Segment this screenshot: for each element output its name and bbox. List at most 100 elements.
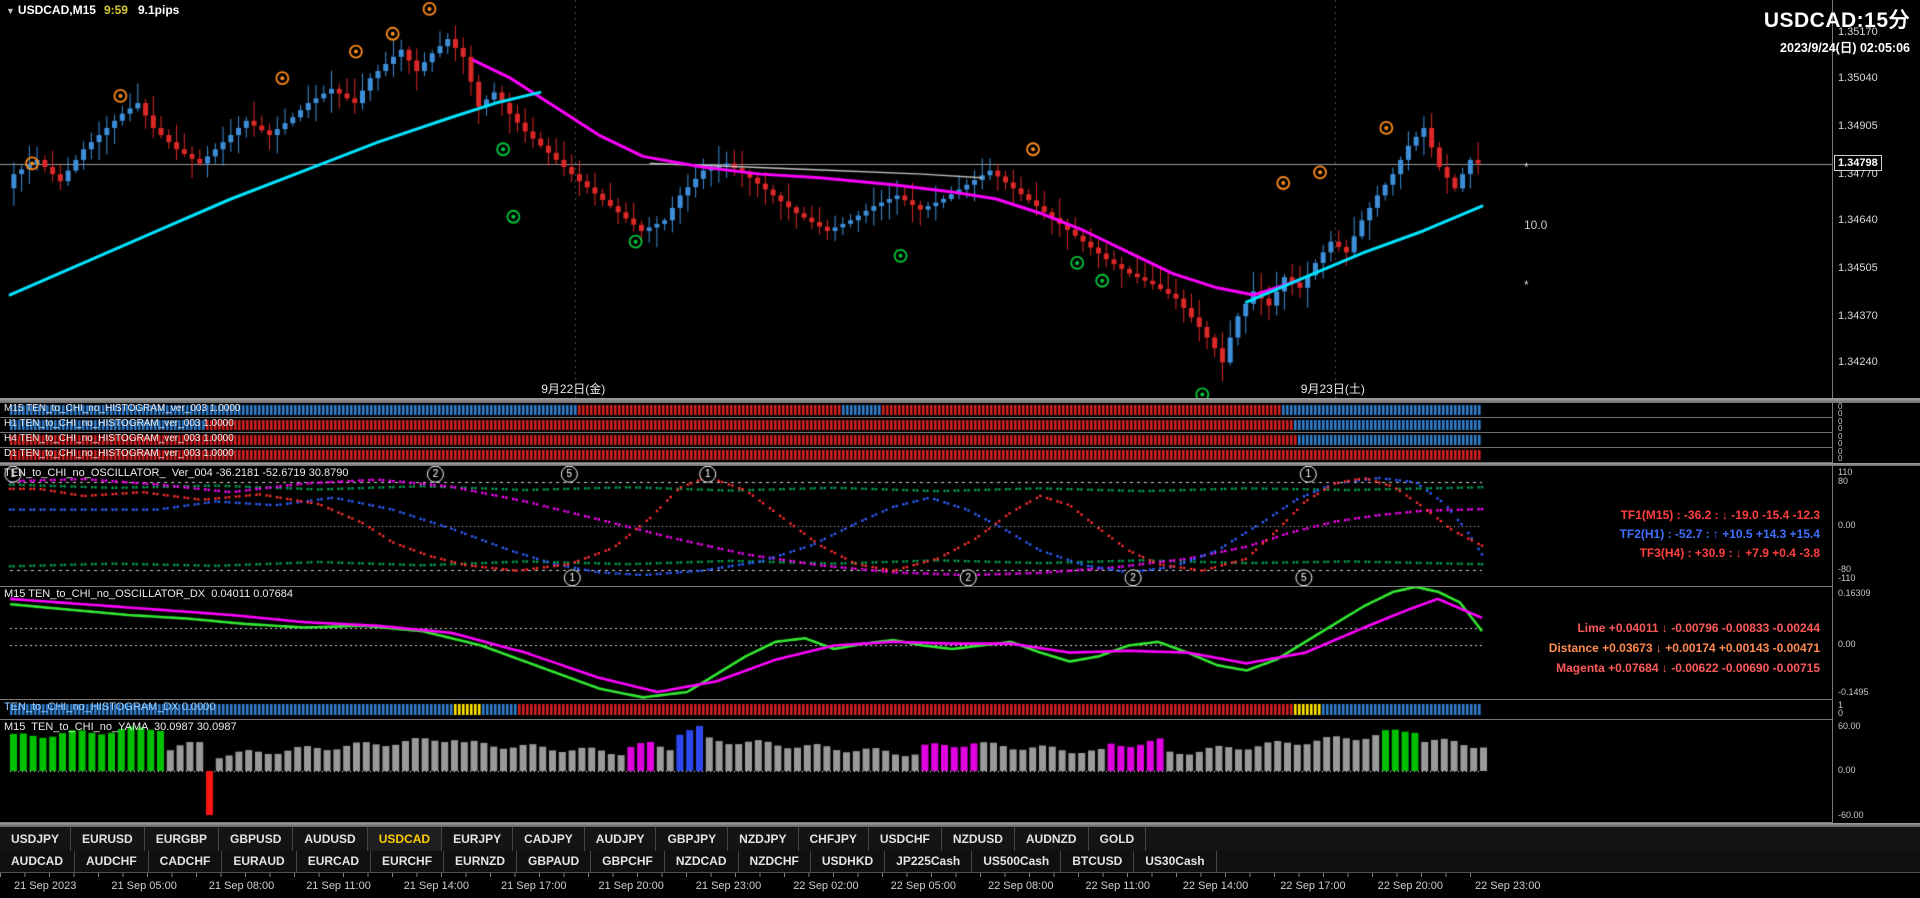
axis-scale-label: 1 (1838, 700, 1844, 710)
time-axis-label: 21 Sep 05:00 (111, 880, 177, 892)
symbol-tab-usdjpy[interactable]: USDJPY (0, 827, 72, 851)
histogram-window-d1: D1 TEN_to_CHI_no_HISTOGRAM_ver_003 1.000… (0, 448, 1832, 463)
oscillator-dx-label: M15 TEN_to_CHI_no_OSCILLATOR_DX 0.04011 … (4, 588, 294, 600)
indicator-annotation: 10.0 (1524, 218, 1548, 232)
price-axis-label: 1.35170 (1838, 25, 1878, 38)
time-axis-label: 22 Sep 02:00 (793, 880, 859, 892)
oscillator-window: TEN_to_CHI_no_OSCILLATOR_ Ver_004 -36.21… (0, 466, 1832, 587)
histogram-scale-label: 0 (1838, 432, 1843, 441)
time-axis-label: 22 Sep 11:00 (1085, 880, 1151, 892)
symbol-tab-audusd[interactable]: AUDUSD (293, 827, 368, 851)
histogram-h1-label: H1 TEN_to_CHI_no_HISTOGRAM_ver_003 1.000… (4, 418, 234, 429)
symbol-tab-chfjpy[interactable]: CHFJPY (799, 827, 869, 851)
price-axis[interactable]: 1.34798 1.35170 1.35040 1.34905 1.34770 1.34… (1832, 0, 1920, 824)
oscillator-dx-window: M15 TEN_to_CHI_no_OSCILLATOR_DX 0.04011 … (0, 587, 1832, 700)
symbol-tab-eurchf[interactable]: EURCHF (371, 851, 445, 872)
time-axis[interactable]: 21 Sep 2023 21 Sep 05:00 21 Sep 08:00 21 Se… (0, 873, 1920, 898)
symbol-tab-audcad[interactable]: AUDCAD (0, 851, 75, 872)
time-axis-label: 21 Sep 08:00 (208, 880, 275, 892)
symbol-dropdown[interactable]: ▼ USDCAD,M15 9:59 9.1pips (6, 3, 179, 17)
price-axis-label: 1.34240 (1838, 356, 1878, 369)
axis-scale-label: 110 (1838, 467, 1853, 477)
symbol-tab-nzdjpy[interactable]: NZDJPY (728, 827, 799, 851)
axis-scale-label: -60.00 (1838, 810, 1864, 820)
time-axis-label: 21 Sep 23:00 (695, 880, 762, 892)
oscillator-dx-legend-line: Distance +0.03673 ↓ +0.00174 +0.00143 -0… (1548, 641, 1820, 655)
indicator-annotation: * (1524, 278, 1529, 292)
dropdown-arrow-icon: ▼ (6, 6, 15, 16)
histogram-d1-canvas[interactable] (0, 448, 1832, 462)
time-axis-label: 21 Sep 2023 (14, 880, 77, 892)
histogram-h4-canvas[interactable] (0, 433, 1832, 447)
symbol-tab-eurnzd[interactable]: EURNZD (444, 851, 518, 872)
symbol-tab-audjpy[interactable]: AUDJPY (585, 827, 657, 851)
histogram-scale-label: 0 (1838, 454, 1843, 463)
axis-scale-label: -0.1495 (1838, 687, 1869, 697)
time-axis-label: 22 Sep 20:00 (1377, 880, 1444, 892)
histogram-scale-label: 0 (1838, 424, 1843, 433)
time-axis-label: 22 Sep 08:00 (988, 880, 1054, 892)
symbol-tab-jp225cash[interactable]: JP225Cash (885, 851, 973, 872)
oscillator-canvas[interactable] (0, 466, 1832, 586)
symbol-tab-gbpusd[interactable]: GBPUSD (219, 827, 294, 851)
symbol-tab-us30cash[interactable]: US30Cash (1134, 851, 1217, 872)
symbol-tab-btcusd[interactable]: BTCUSD (1061, 851, 1135, 872)
symbol-tab-audchf[interactable]: AUDCHF (75, 851, 149, 872)
symbol-tab-eurcad[interactable]: EURCAD (297, 851, 372, 872)
histogram-dx-canvas[interactable] (0, 700, 1832, 719)
symbol-tab-gbpjpy[interactable]: GBPJPY (656, 827, 729, 851)
window-separator[interactable] (0, 398, 1920, 403)
axis-scale-label: -80 (1838, 563, 1852, 574)
symbol-tab-us500cash[interactable]: US500Cash (972, 851, 1062, 872)
histogram-scale-label: 0 (1838, 447, 1843, 456)
symbol-tab-audnzd[interactable]: AUDNZD (1015, 827, 1089, 851)
time-axis-label: 22 Sep 17:00 (1280, 880, 1346, 892)
symbol-tab-usdcad[interactable]: USDCAD (367, 827, 443, 851)
symbol-tab-euraud[interactable]: EURAUD (222, 851, 297, 872)
axis-scale-label: 60.00 (1838, 721, 1861, 731)
symbol-tab-gold[interactable]: GOLD (1089, 827, 1147, 851)
symbol-tab-eurusd[interactable]: EURUSD (71, 827, 145, 851)
histogram-scale-label: 0 (1838, 439, 1843, 448)
axis-scale-label: 80 (1838, 476, 1849, 487)
symbol-tab-nzdusd[interactable]: NZDUSD (942, 827, 1015, 851)
chart-title-block: USDCAD:15分 2023/9/24(日) 02:05:06 (1764, 4, 1910, 56)
main-chart-window: 9月22日(金) 9月23日(土) * 10.0 * (0, 0, 1832, 398)
symbol-tab-gbpaud[interactable]: GBPAUD (517, 851, 592, 872)
yama-canvas[interactable] (0, 720, 1832, 822)
symbol-tab-nzdcad[interactable]: NZDCAD (665, 851, 739, 872)
time-axis-label: 21 Sep 14:00 (403, 880, 470, 892)
day-label: 9月23日(土) (1300, 382, 1365, 396)
symbol-tab-eurjpy[interactable]: EURJPY (442, 827, 514, 851)
axis-scale-label: 0 (1838, 708, 1844, 718)
symbol-tabs-row-2: AUDCAD AUDCHF CADCHF EURAUD EURCAD EURCHF EURN… (0, 851, 1920, 873)
time-axis-label: 22 Sep 23:00 (1475, 880, 1541, 892)
chart-datetime: 2023/9/24(日) 02:05:06 (1780, 41, 1910, 55)
histogram-h1-canvas[interactable] (0, 418, 1832, 432)
histogram-scale-label: 0 (1838, 409, 1843, 418)
symbol-tab-eurgbp[interactable]: EURGBP (145, 827, 220, 851)
symbol-tab-gbpchf[interactable]: GBPCHF (591, 851, 665, 872)
histogram-d1-label: D1 TEN_to_CHI_no_HISTOGRAM_ver_003 1.000… (4, 448, 234, 459)
time-axis-label: 21 Sep 11:00 (306, 880, 371, 892)
symbol-tab-usdchf[interactable]: USDCHF (869, 827, 942, 851)
axis-scale-label: 0.16309 (1838, 588, 1871, 598)
window-separator[interactable] (0, 823, 1920, 826)
symbol-tab-nzdchf[interactable]: NZDCHF (739, 851, 811, 872)
axis-scale-label: 0.00 (1838, 639, 1856, 650)
symbol-tab-cadchf[interactable]: CADCHF (149, 851, 223, 872)
symbol-tab-usdhkd[interactable]: USDHKD (811, 851, 886, 872)
window-separator[interactable] (0, 463, 1920, 466)
main-chart-canvas[interactable] (0, 0, 1832, 398)
histogram-window-h1: H1 TEN_to_CHI_no_HISTOGRAM_ver_003 1.000… (0, 418, 1832, 433)
histogram-dx-label: TEN_to_CHI_no_HISTOGRAM_DX 0.0000 (4, 701, 216, 713)
histogram-m15-canvas[interactable] (0, 403, 1832, 417)
axis-scale-label: 0.00 (1838, 520, 1856, 530)
price-axis-label: 1.34905 (1838, 120, 1878, 133)
symbol-tab-cadjpy[interactable]: CADJPY (513, 827, 585, 851)
histogram-scale-label: 0 (1838, 417, 1843, 426)
oscillator-legend-line: TF1(M15) : -36.2 : ↓ -19.0 -15.4 -12.3 (1620, 508, 1820, 522)
oscillator-dx-legend-line: Magenta +0.07684 ↓ -0.00622 -0.00690 -0.… (1556, 661, 1820, 675)
oscillator-dx-canvas[interactable] (0, 587, 1832, 699)
time-axis-label: 21 Sep 20:00 (598, 880, 664, 892)
